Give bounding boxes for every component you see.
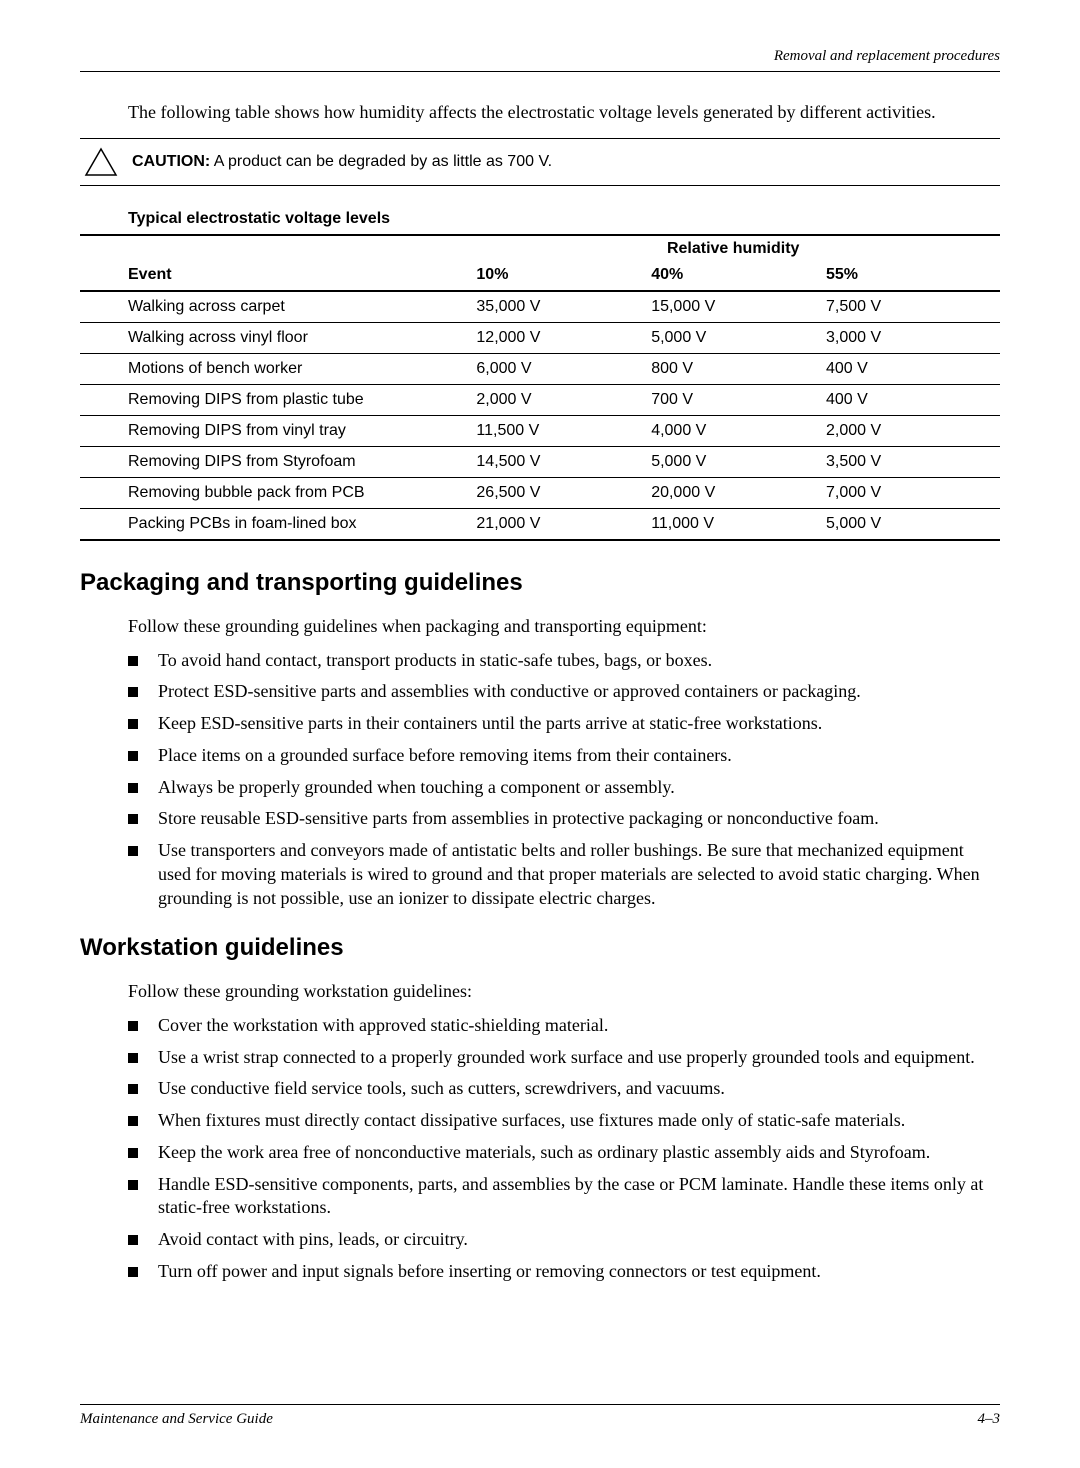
list-item: Use a wrist strap connected to a properl… xyxy=(128,1046,1000,1070)
table-row: Removing bubble pack from PCB26,500 V20,… xyxy=(80,478,1000,509)
page-footer: Maintenance and Service Guide 4–3 xyxy=(80,1404,1000,1428)
table-group-empty xyxy=(80,235,466,262)
esd-voltage-table: Typical electrostatic voltage levels Rel… xyxy=(80,204,1000,541)
table-cell: 3,000 V xyxy=(816,323,1000,354)
table-cell: 26,500 V xyxy=(466,478,641,509)
col-event: Event xyxy=(80,262,466,291)
packaging-list: To avoid hand contact, transport product… xyxy=(128,649,1000,911)
table-cell: 7,500 V xyxy=(816,291,1000,323)
workstation-intro: Follow these grounding workstation guide… xyxy=(128,980,1000,1003)
table-cell: 2,000 V xyxy=(466,385,641,416)
table-cell: 35,000 V xyxy=(466,291,641,323)
list-item: Always be properly grounded when touchin… xyxy=(128,776,1000,800)
table-row: Removing DIPS from vinyl tray11,500 V4,0… xyxy=(80,416,1000,447)
table-cell: 4,000 V xyxy=(641,416,816,447)
table-cell: 11,500 V xyxy=(466,416,641,447)
list-item: Cover the workstation with approved stat… xyxy=(128,1014,1000,1038)
table-cell: 3,500 V xyxy=(816,447,1000,478)
list-item: Use transporters and conveyors made of a… xyxy=(128,839,1000,910)
intro-paragraph: The following table shows how humidity a… xyxy=(128,100,1000,124)
table-head-row: Event 10% 40% 55% xyxy=(80,262,1000,291)
list-item: Place items on a grounded surface before… xyxy=(128,744,1000,768)
footer-left: Maintenance and Service Guide xyxy=(80,1411,273,1428)
table-group-header: Relative humidity xyxy=(466,235,1000,262)
caution-label: CAUTION: xyxy=(132,153,210,170)
list-item: Handle ESD-sensitive components, parts, … xyxy=(128,1173,1000,1221)
table-row: Motions of bench worker6,000 V800 V400 V xyxy=(80,354,1000,385)
list-item: Turn off power and input signals before … xyxy=(128,1260,1000,1284)
list-item: Use conductive field service tools, such… xyxy=(128,1077,1000,1101)
table-cell: Removing DIPS from vinyl tray xyxy=(80,416,466,447)
table-title: Typical electrostatic voltage levels xyxy=(80,204,1000,235)
table-cell: 400 V xyxy=(816,385,1000,416)
caution-body: A product can be degraded by as little a… xyxy=(214,153,552,170)
list-item: Keep ESD-sensitive parts in their contai… xyxy=(128,712,1000,736)
col-40: 40% xyxy=(641,262,816,291)
page-header: Removal and replacement procedures xyxy=(80,48,1000,72)
table-cell: 5,000 V xyxy=(641,323,816,354)
table-cell: 7,000 V xyxy=(816,478,1000,509)
workstation-list: Cover the workstation with approved stat… xyxy=(128,1014,1000,1284)
table-cell: Removing DIPS from Styrofoam xyxy=(80,447,466,478)
table-cell: 2,000 V xyxy=(816,416,1000,447)
table-cell: 5,000 V xyxy=(816,509,1000,541)
table-cell: 20,000 V xyxy=(641,478,816,509)
table-cell: Packing PCBs in foam-lined box xyxy=(80,509,466,541)
col-10: 10% xyxy=(466,262,641,291)
list-item: Avoid contact with pins, leads, or circu… xyxy=(128,1228,1000,1252)
col-55: 55% xyxy=(816,262,1000,291)
list-item: When fixtures must directly contact diss… xyxy=(128,1109,1000,1133)
caution-triangle-icon xyxy=(84,147,118,177)
table-cell: 5,000 V xyxy=(641,447,816,478)
packaging-intro: Follow these grounding guidelines when p… xyxy=(128,615,1000,638)
section-heading-packaging: Packaging and transporting guidelines xyxy=(80,569,1000,597)
list-item: To avoid hand contact, transport product… xyxy=(128,649,1000,673)
table-group-row: Relative humidity xyxy=(80,235,1000,262)
table-cell: Removing DIPS from plastic tube xyxy=(80,385,466,416)
table-cell: 12,000 V xyxy=(466,323,641,354)
list-item: Protect ESD-sensitive parts and assembli… xyxy=(128,680,1000,704)
table-cell: Motions of bench worker xyxy=(80,354,466,385)
table-row: Removing DIPS from plastic tube2,000 V70… xyxy=(80,385,1000,416)
table-cell: 15,000 V xyxy=(641,291,816,323)
table-cell: 800 V xyxy=(641,354,816,385)
list-item: Store reusable ESD-sensitive parts from … xyxy=(128,807,1000,831)
table-cell: 700 V xyxy=(641,385,816,416)
table-cell: 400 V xyxy=(816,354,1000,385)
table-row: Removing DIPS from Styrofoam14,500 V5,00… xyxy=(80,447,1000,478)
table-row: Walking across vinyl floor12,000 V5,000 … xyxy=(80,323,1000,354)
table-row: Packing PCBs in foam-lined box21,000 V11… xyxy=(80,509,1000,541)
table-cell: 6,000 V xyxy=(466,354,641,385)
table-title-row: Typical electrostatic voltage levels xyxy=(80,204,1000,235)
section-heading-workstation: Workstation guidelines xyxy=(80,934,1000,962)
table-cell: 11,000 V xyxy=(641,509,816,541)
footer-right: 4–3 xyxy=(978,1411,1001,1428)
list-item: Keep the work area free of nonconductive… xyxy=(128,1141,1000,1165)
table-cell: Removing bubble pack from PCB xyxy=(80,478,466,509)
table-cell: 21,000 V xyxy=(466,509,641,541)
table-row: Walking across carpet35,000 V15,000 V7,5… xyxy=(80,291,1000,323)
caution-text: CAUTION: A product can be degraded by as… xyxy=(132,153,552,171)
table-cell: Walking across vinyl floor xyxy=(80,323,466,354)
caution-block: CAUTION: A product can be degraded by as… xyxy=(80,138,1000,186)
table-cell: Walking across carpet xyxy=(80,291,466,323)
table-cell: 14,500 V xyxy=(466,447,641,478)
